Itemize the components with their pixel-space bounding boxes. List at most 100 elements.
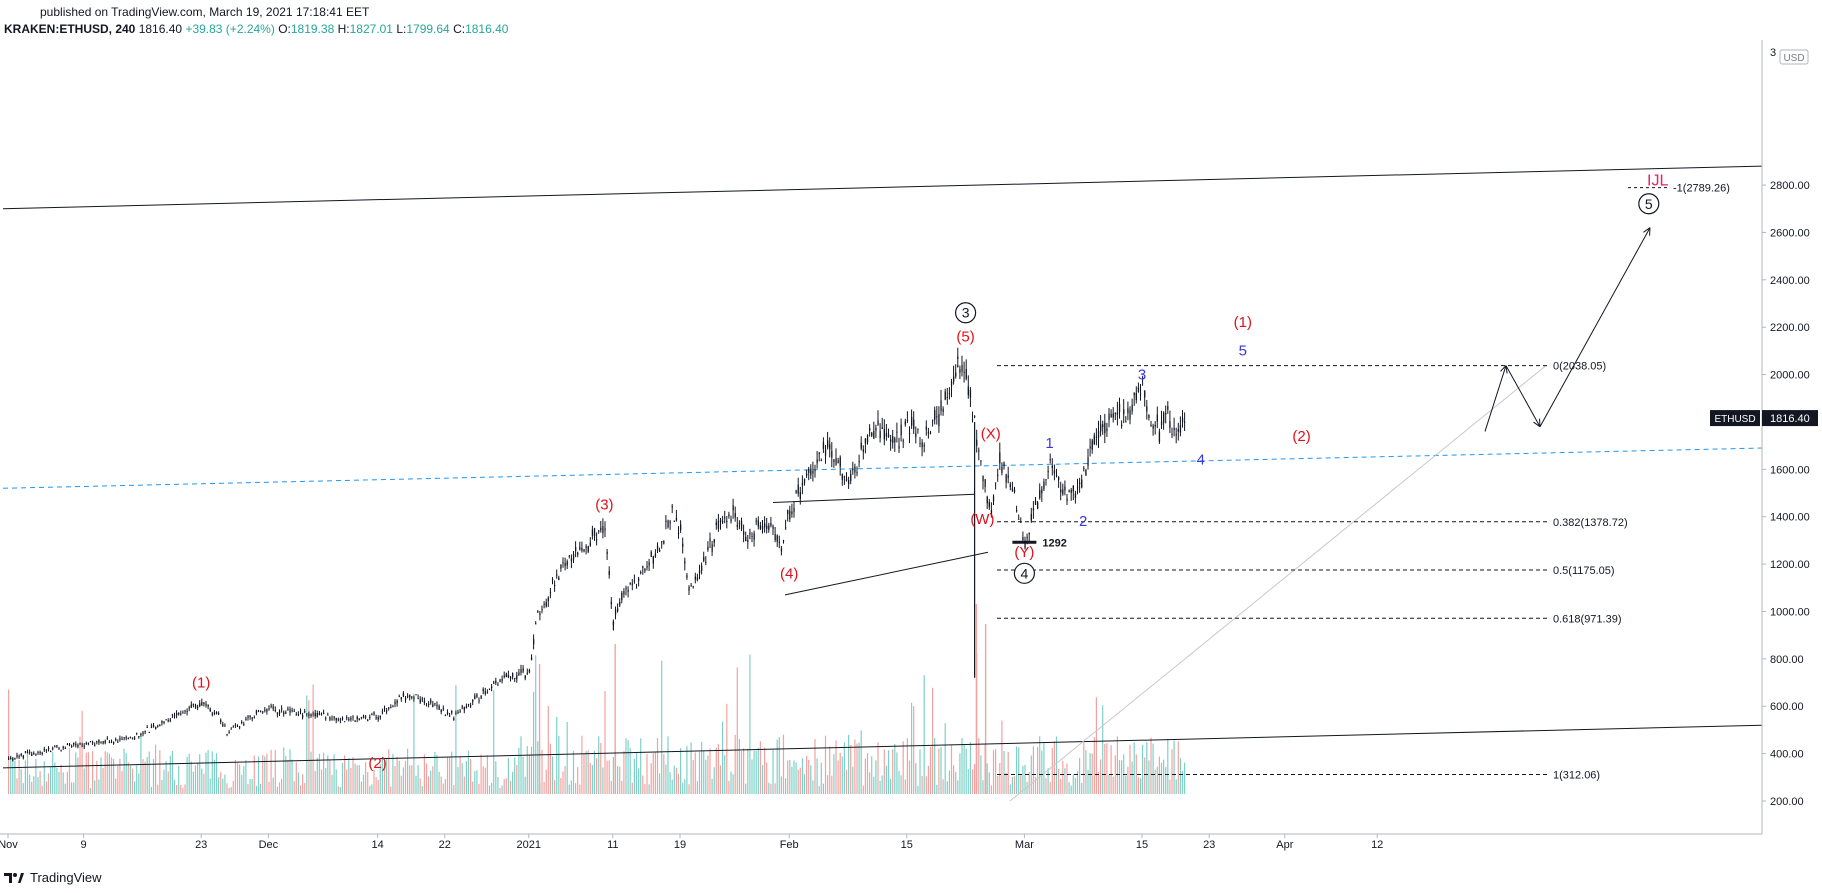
volume-bar	[722, 721, 724, 794]
volume-bar	[182, 787, 184, 794]
candle-body	[598, 530, 600, 532]
volume-bar	[186, 756, 188, 794]
volume-bar	[203, 773, 205, 794]
candle-body	[283, 712, 285, 715]
candle-body	[226, 733, 228, 736]
volume-bar	[631, 782, 633, 794]
wave-label-circle	[1013, 562, 1036, 584]
volume-bar	[140, 733, 142, 794]
volume-bar	[682, 782, 684, 794]
volume-bar	[782, 734, 785, 794]
volume-bar	[1156, 766, 1158, 794]
volume-bar	[314, 770, 316, 794]
volume-bar	[257, 756, 260, 794]
candle-body	[394, 701, 396, 705]
candle-body	[1177, 428, 1179, 432]
candle-body	[404, 698, 407, 700]
candle-body	[848, 480, 850, 485]
candle-body	[644, 568, 646, 572]
candle-body	[18, 756, 20, 758]
candle-body	[142, 732, 144, 735]
candle-body	[864, 438, 867, 444]
volume-bar	[768, 782, 770, 794]
volume-bar	[228, 787, 230, 794]
candle-body	[1112, 413, 1114, 418]
volume-bar	[766, 762, 768, 794]
candle-body	[1104, 422, 1106, 434]
volume-bar	[1133, 742, 1135, 794]
price-chart[interactable]: 0(2038.05) 0.382(1378.72) 0.5(1175.05) 0.61…	[0, 40, 1822, 864]
volume-bar	[869, 772, 871, 794]
candle-body	[1066, 498, 1068, 501]
candle-body	[52, 748, 54, 750]
symbol-name[interactable]: KRAKEN:ETHUSD, 240	[4, 22, 136, 36]
candle-body	[421, 698, 423, 700]
candle-body	[583, 549, 585, 552]
tradingview-logo[interactable]: TradingView	[4, 870, 102, 885]
volume-bar	[302, 774, 304, 794]
volume-bar	[854, 739, 856, 794]
volume-bar	[852, 766, 854, 794]
candle-body	[428, 704, 430, 706]
volume-bar	[533, 691, 535, 794]
candle-body	[965, 369, 967, 379]
volume-bar	[755, 750, 757, 794]
volume-bar	[100, 757, 102, 794]
candle-body	[478, 700, 480, 702]
candle-body	[1007, 475, 1009, 478]
volume-bar	[442, 783, 444, 794]
volume-bar	[923, 675, 925, 794]
candle-body	[493, 682, 495, 684]
candle-body	[997, 474, 999, 476]
candle-body	[514, 677, 516, 679]
volume-bar	[770, 783, 772, 794]
candle-body	[696, 577, 699, 581]
candle-body	[495, 680, 497, 683]
projection-arrow-head	[1533, 418, 1541, 428]
volume-bar	[350, 768, 352, 794]
volume-bar	[866, 753, 869, 794]
candle-body	[1148, 414, 1150, 418]
candle-body	[1028, 533, 1030, 535]
volume-bar	[625, 738, 627, 794]
volume-bar	[192, 771, 194, 794]
candle-body	[743, 531, 745, 535]
volume-bar	[988, 772, 990, 794]
candle-body	[186, 710, 188, 713]
candle-body	[850, 473, 852, 481]
volume-bar	[940, 747, 942, 794]
candle-body	[278, 711, 281, 714]
candle-body	[486, 692, 489, 694]
close-label: C:	[453, 22, 466, 36]
volume-bar	[572, 750, 575, 794]
candle-body	[860, 442, 862, 449]
candle-body	[1043, 481, 1045, 490]
volume-bar	[493, 690, 495, 794]
volume-bar	[818, 786, 820, 794]
wave-label: 4	[1021, 565, 1029, 581]
currency-box[interactable]	[1779, 49, 1809, 65]
volume-bar	[1175, 779, 1177, 794]
volume-bar	[772, 749, 774, 794]
candle-body	[352, 716, 354, 718]
volume-bar	[526, 746, 528, 794]
candle-body	[171, 714, 174, 716]
volume-bar	[795, 762, 797, 794]
candle-body	[558, 577, 560, 580]
volume-bar	[407, 748, 409, 794]
candle-body	[814, 470, 816, 472]
time-tick-label: Nov	[0, 839, 18, 851]
wave-labels: (1) (2) (3) (4) (5) 3 (X) (W) (Y) 4 1 2 3 4 5 (1) (2) 5	[192, 193, 1660, 772]
volume-bar	[1121, 760, 1123, 794]
candle-body	[1013, 489, 1016, 493]
volume-bar	[22, 783, 24, 794]
volume-bar	[642, 775, 644, 794]
candle-body	[887, 434, 890, 438]
volume-bar	[736, 667, 738, 794]
candle-body	[692, 586, 694, 588]
volume-bar	[942, 779, 944, 794]
volume-bar	[104, 751, 106, 794]
candle-body	[92, 742, 94, 744]
volume-bar	[554, 780, 556, 794]
candle-body	[64, 747, 66, 749]
